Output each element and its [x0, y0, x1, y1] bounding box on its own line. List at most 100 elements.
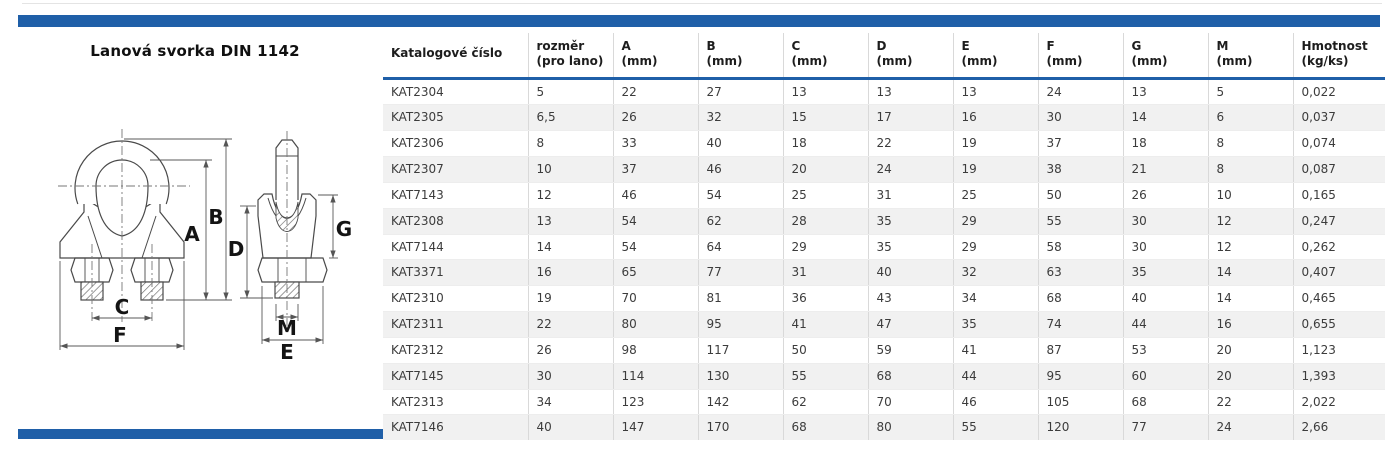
dim-label-g: G [336, 217, 352, 241]
front-centerlines [58, 129, 190, 322]
dim-label-a: A [184, 222, 200, 246]
top-hairline [22, 3, 1382, 4]
table-cell: 55 [953, 414, 1039, 441]
table-cell: 24 [1208, 414, 1294, 441]
table-cell: 41 [783, 311, 869, 338]
column-header: A (mm) [613, 33, 699, 78]
table-cell: 43 [868, 285, 954, 313]
column-header: rozměr (pro lano) [528, 33, 614, 78]
table-cell: 147 [613, 414, 699, 441]
table-row: KAT7145 30 114 130 55 68 44 95 60 20 1,393 [383, 363, 1385, 390]
table-cell: KAT2312 [383, 337, 529, 364]
table-cell: 0,074 [1293, 130, 1385, 158]
table-cell: 16 [1208, 311, 1294, 338]
table-cell: 41 [953, 337, 1039, 364]
table-row: KAT2307 10 37 46 20 24 19 38 21 8 0,087 [383, 156, 1385, 183]
column-header: F (mm) [1038, 33, 1124, 78]
table-cell: 17 [868, 104, 954, 132]
table-cell: 46 [613, 182, 699, 209]
table-cell: 24 [1038, 78, 1124, 106]
table-cell: 13 [528, 208, 614, 235]
table-cell: 105 [1038, 389, 1124, 416]
table-cell: 22 [868, 130, 954, 158]
table-cell: KAT7146 [383, 414, 529, 441]
table-cell: KAT2313 [383, 389, 529, 416]
table-cell: 46 [953, 389, 1039, 416]
column-header: C (mm) [783, 33, 869, 78]
table-cell: 0,655 [1293, 311, 1385, 338]
side-dimensions [240, 194, 338, 344]
table-cell: 70 [868, 389, 954, 416]
table-cell: 13 [953, 78, 1039, 106]
table-cell: 16 [528, 259, 614, 287]
table-cell: 1,123 [1293, 337, 1385, 364]
table-cell: 62 [783, 389, 869, 416]
table-cell: 55 [783, 363, 869, 390]
product-title: Lanová svorka DIN 1142 [90, 42, 300, 60]
table-cell: 58 [1038, 234, 1124, 261]
table-cell: 0,262 [1293, 234, 1385, 261]
table-cell: 68 [1123, 389, 1209, 416]
table-cell: 31 [868, 182, 954, 209]
table-cell: 20 [1208, 337, 1294, 364]
table-row: KAT7144 14 54 64 29 35 29 58 30 12 0,262 [383, 234, 1385, 261]
table-cell: 2,66 [1293, 414, 1385, 441]
table-cell: 30 [1123, 208, 1209, 235]
table-cell: 0,165 [1293, 182, 1385, 209]
table-cell: 34 [528, 389, 614, 416]
table-cell: 95 [698, 311, 784, 338]
table-cell: 29 [783, 234, 869, 261]
table-cell: 2,022 [1293, 389, 1385, 416]
table-cell: 54 [698, 182, 784, 209]
table-cell: 63 [1038, 259, 1124, 287]
table-cell: 80 [613, 311, 699, 338]
table-cell: 18 [783, 130, 869, 158]
table-cell: 0,022 [1293, 78, 1385, 106]
table-cell: 54 [613, 234, 699, 261]
table-cell: 50 [783, 337, 869, 364]
table-cell: 14 [1123, 104, 1209, 132]
table-cell: 142 [698, 389, 784, 416]
table-cell: 170 [698, 414, 784, 441]
table-cell: 70 [613, 285, 699, 313]
table-cell: KAT7144 [383, 234, 529, 261]
table-cell: 32 [953, 259, 1039, 287]
table-row: KAT2308 13 54 62 28 35 29 55 30 12 0,247 [383, 208, 1385, 235]
spec-table-container: Katalogové číslo rozměr (pro lano) A (mm) B (m… [383, 33, 1385, 441]
table-cell: 10 [1208, 182, 1294, 209]
table-cell: 35 [1123, 259, 1209, 287]
table-cell: 0,087 [1293, 156, 1385, 183]
table-cell: 46 [698, 156, 784, 183]
table-cell: 14 [528, 234, 614, 261]
table-cell: 81 [698, 285, 784, 313]
table-cell: 95 [1038, 363, 1124, 390]
column-header: M (mm) [1208, 33, 1294, 78]
table-cell: 60 [1123, 363, 1209, 390]
table-row: KAT2306 8 33 40 18 22 19 37 18 8 0,074 [383, 130, 1385, 158]
table-cell: 25 [783, 182, 869, 209]
table-cell: 55 [1038, 208, 1124, 235]
table-row: KAT2310 19 70 81 36 43 34 68 40 14 0,465 [383, 285, 1385, 313]
dim-label-b: B [208, 205, 223, 229]
table-cell: 13 [868, 78, 954, 106]
table-cell: 30 [1038, 104, 1124, 132]
table-header: Katalogové číslo rozměr (pro lano) A (mm) B (m… [383, 33, 1385, 78]
table-cell: 24 [868, 156, 954, 183]
table-cell: 26 [528, 337, 614, 364]
table-cell: 123 [613, 389, 699, 416]
table-cell: 13 [1123, 78, 1209, 106]
table-cell: 50 [1038, 182, 1124, 209]
table-cell: 54 [613, 208, 699, 235]
table-header-row: Katalogové číslo rozměr (pro lano) A (mm) B (m… [383, 33, 1385, 78]
spec-table: Katalogové číslo rozměr (pro lano) A (mm) B (m… [383, 33, 1385, 441]
table-cell: KAT7143 [383, 182, 529, 209]
table-cell: 20 [783, 156, 869, 183]
table-cell: 44 [1123, 311, 1209, 338]
table-cell: KAT2311 [383, 311, 529, 338]
table-cell: 5 [1208, 78, 1294, 106]
table-cell: 12 [1208, 208, 1294, 235]
table-cell: 28 [783, 208, 869, 235]
dim-label-f: F [113, 323, 127, 347]
table-cell: 29 [953, 208, 1039, 235]
table-row: KAT2304 5 22 27 13 13 13 24 13 5 0,022 [383, 78, 1385, 106]
